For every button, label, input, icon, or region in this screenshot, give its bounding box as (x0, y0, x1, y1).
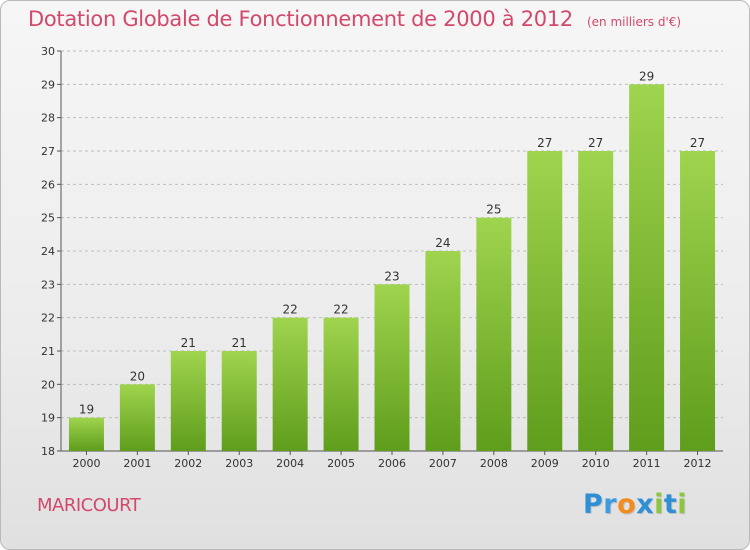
y-tick-label: 30 (41, 45, 55, 58)
data-label: 22 (333, 303, 348, 317)
x-tick-label: 2004 (276, 457, 304, 470)
bar (629, 84, 665, 451)
x-tick-label: 2009 (531, 457, 559, 470)
bar (272, 317, 308, 451)
x-tick-label: 2005 (327, 457, 355, 470)
data-label: 27 (537, 136, 552, 150)
data-label: 23 (384, 269, 399, 283)
logo-letter: x (636, 489, 655, 520)
data-label: 22 (283, 303, 298, 317)
y-tick-label: 18 (41, 445, 55, 458)
y-tick-label: 23 (41, 278, 55, 291)
y-tick-label: 22 (41, 312, 55, 325)
bar (323, 317, 359, 451)
bar (425, 251, 461, 451)
y-tick-label: 26 (41, 178, 55, 191)
x-tick-label: 2010 (582, 457, 610, 470)
logo-letter: o (617, 489, 637, 520)
x-tick-label: 2000 (72, 457, 100, 470)
commune-name: MARICOURT (37, 495, 141, 516)
logo-letter: t (663, 489, 678, 520)
x-tick-label: 2012 (684, 457, 712, 470)
data-label: 29 (639, 69, 654, 83)
data-label: 25 (486, 203, 501, 217)
data-label: 21 (181, 336, 196, 350)
x-tick-label: 2006 (378, 457, 406, 470)
bar (221, 351, 257, 451)
logo-letter: r (603, 489, 618, 520)
chart-subtitle: (en milliers d'€) (586, 15, 682, 29)
data-label: 27 (588, 136, 603, 150)
bar (68, 417, 104, 451)
bar (374, 284, 410, 451)
bar (527, 151, 563, 451)
data-label: 19 (79, 403, 94, 417)
y-tick-label: 19 (41, 412, 55, 425)
proxiti-logo: Proxiti (583, 489, 687, 520)
logo-letter: P (583, 489, 604, 520)
chart-title-text: Dotation Globale de Fonctionnement de 20… (28, 7, 573, 31)
data-label: 20 (130, 369, 145, 383)
y-tick-label: 27 (41, 145, 55, 158)
x-tick-label: 2008 (480, 457, 508, 470)
x-tick-label: 2001 (123, 457, 151, 470)
chart-title: Dotation Globale de Fonctionnement de 20… (28, 7, 681, 31)
data-label: 24 (435, 236, 450, 250)
bar (680, 151, 716, 451)
data-label: 21 (232, 336, 247, 350)
y-tick-label: 28 (41, 112, 55, 125)
x-tick-label: 2003 (225, 457, 253, 470)
y-tick-label: 29 (41, 78, 55, 91)
bar (119, 384, 155, 451)
y-tick-label: 25 (41, 212, 55, 225)
y-tick-label: 24 (41, 245, 55, 258)
x-tick-label: 2002 (174, 457, 202, 470)
x-tick-label: 2007 (429, 457, 457, 470)
bar (170, 351, 206, 451)
data-label: 27 (690, 136, 705, 150)
logo-letter: i (677, 489, 688, 520)
y-tick-label: 21 (41, 345, 55, 358)
bar (578, 151, 614, 451)
bar (476, 217, 512, 451)
y-tick-label: 20 (41, 378, 55, 391)
x-tick-label: 2011 (633, 457, 661, 470)
logo-letter: i (654, 489, 664, 520)
